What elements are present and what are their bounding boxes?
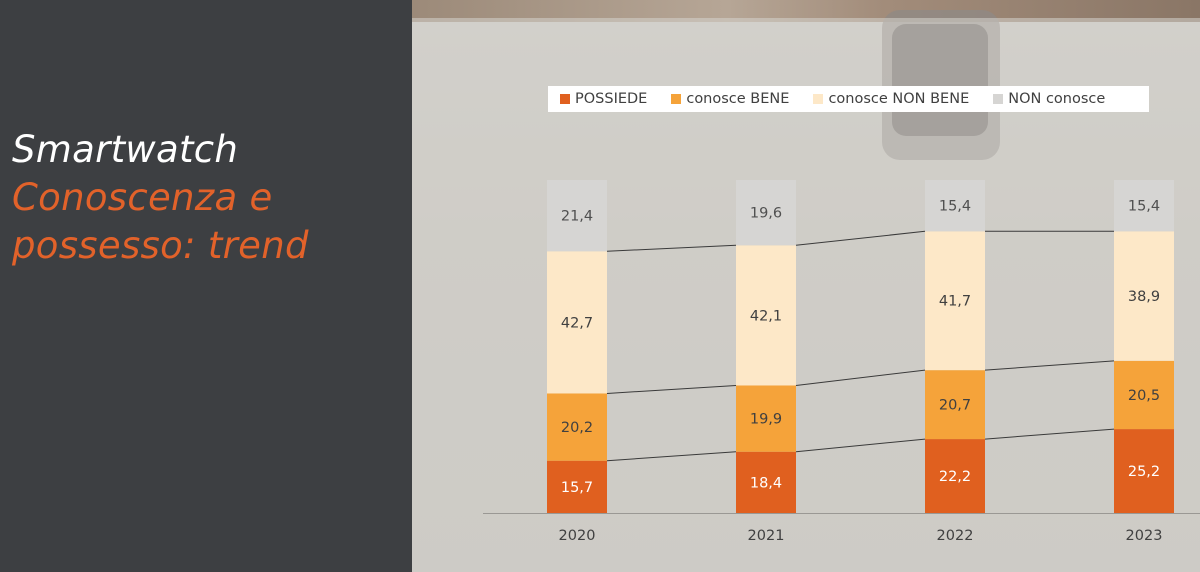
title-line-3: possesso: trend xyxy=(12,224,309,267)
background-photo-strip xyxy=(412,0,1200,22)
bar-segment xyxy=(925,370,985,440)
legend-swatch-possiede xyxy=(560,94,570,104)
bar-segment xyxy=(736,180,796,246)
data-label: 20,2 xyxy=(561,420,593,436)
data-label: 42,1 xyxy=(750,308,782,324)
bar-segment xyxy=(547,180,607,252)
bar-segment xyxy=(547,460,607,513)
series-connector-line xyxy=(795,230,926,246)
legend-label-conosce-non-bene: conosce NON BENE xyxy=(828,91,970,107)
data-label: 18,4 xyxy=(750,475,782,491)
data-label: 20,7 xyxy=(939,398,971,414)
slide-title: Smartwatch Conoscenza e possesso: trend xyxy=(12,126,309,270)
bar-segment xyxy=(1114,429,1174,513)
bar-segment xyxy=(547,393,607,461)
data-label: 15,7 xyxy=(561,480,593,496)
data-label: 19,9 xyxy=(750,412,782,428)
series-connector-line xyxy=(606,451,737,462)
series-connector-line xyxy=(606,384,737,394)
data-label: 22,2 xyxy=(939,469,971,485)
legend-item-possiede: POSSIEDE xyxy=(560,91,647,107)
legend-swatch-non-conosce xyxy=(993,94,1004,104)
data-label: 19,6 xyxy=(750,206,782,222)
series-connector-line xyxy=(606,244,737,252)
legend-item-conosce-bene: conosce BENE xyxy=(671,91,789,107)
legend-item-conosce-non-bene: conosce NON BENE xyxy=(813,91,969,107)
title-panel: Smartwatch Conoscenza e possesso: trend xyxy=(0,0,412,572)
x-tick-label: 2023 xyxy=(1126,528,1163,544)
data-label: 15,4 xyxy=(939,199,971,215)
bar-segment xyxy=(547,251,607,394)
series-connector-line xyxy=(984,360,1115,371)
data-label: 21,4 xyxy=(561,209,593,225)
legend-swatch-conosce-bene xyxy=(671,94,682,104)
x-tick-label: 2020 xyxy=(559,528,596,544)
legend-item-non-conosce: NON conosce xyxy=(993,91,1105,107)
bar-segment xyxy=(925,180,985,232)
title-line-2: Conoscenza e xyxy=(12,176,273,219)
data-label: 20,5 xyxy=(1128,388,1160,404)
data-label: 38,9 xyxy=(1128,289,1160,305)
bar-segment xyxy=(1114,360,1174,430)
data-label: 42,7 xyxy=(561,315,593,331)
bar-segment xyxy=(925,439,985,513)
series-connector-line xyxy=(984,428,1115,440)
x-tick-label: 2022 xyxy=(937,528,974,544)
bar-segment xyxy=(736,451,796,513)
series-connector-line xyxy=(795,438,926,453)
data-label: 25,2 xyxy=(1128,464,1160,480)
bar-segment xyxy=(925,231,985,371)
bar-segment xyxy=(1114,231,1174,361)
bar-segment xyxy=(736,245,796,386)
bar-segment xyxy=(1114,180,1174,232)
title-line-1: Smartwatch xyxy=(12,128,239,171)
chart-legend: POSSIEDE conosce BENE conosce NON BENE N… xyxy=(548,86,1149,112)
data-label: 15,4 xyxy=(1128,199,1160,215)
series-connector-line xyxy=(795,369,926,386)
x-tick-label: 2021 xyxy=(748,528,785,544)
legend-swatch-conosce-non-bene xyxy=(813,94,824,104)
data-label: 41,7 xyxy=(939,294,971,310)
legend-label-possiede: POSSIEDE xyxy=(575,91,648,107)
legend-label-non-conosce: NON conosce xyxy=(1008,91,1106,107)
bar-segment xyxy=(736,385,796,452)
legend-label-conosce-bene: conosce BENE xyxy=(686,91,790,107)
